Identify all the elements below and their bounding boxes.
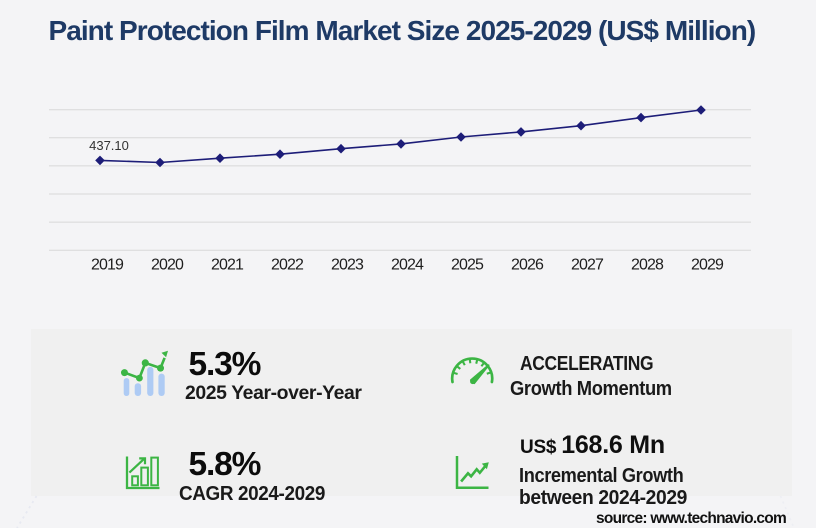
- svg-text:2029: 2029: [691, 257, 724, 274]
- svg-text:2028: 2028: [631, 257, 664, 274]
- svg-text:2027: 2027: [571, 257, 604, 274]
- svg-text:2025: 2025: [451, 257, 484, 274]
- svg-text:437.10: 437.10: [89, 138, 129, 153]
- svg-text:2020: 2020: [151, 257, 184, 274]
- svg-text:2024: 2024: [391, 257, 424, 274]
- svg-text:2022: 2022: [271, 257, 304, 274]
- svg-text:2021: 2021: [211, 257, 244, 274]
- svg-text:2026: 2026: [511, 257, 544, 274]
- svg-text:2019: 2019: [91, 257, 124, 274]
- svg-text:2023: 2023: [331, 257, 364, 274]
